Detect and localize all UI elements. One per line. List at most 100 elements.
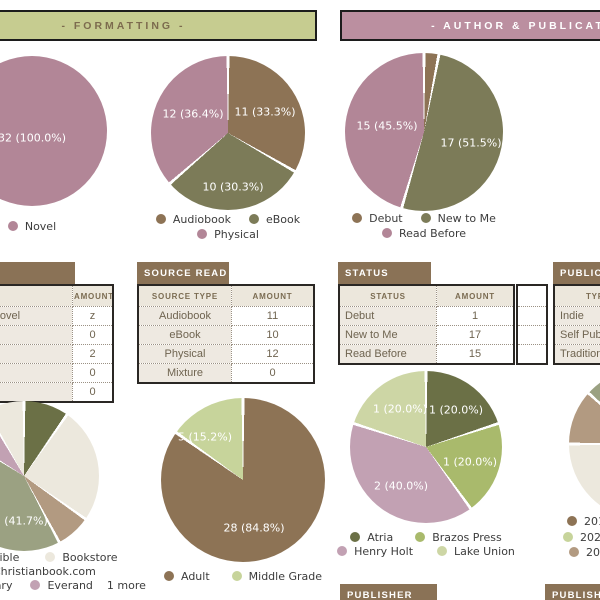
- cell-amount[interactable]: 10: [231, 325, 315, 345]
- legend-item: Atria: [350, 531, 393, 544]
- table-row: Traditional: [553, 344, 600, 365]
- legend-dot: [350, 532, 361, 542]
- cell-amount[interactable]: 0: [72, 325, 114, 345]
- legend-item: eBook: [248, 213, 300, 226]
- table-header-row: AMOUNT: [0, 284, 114, 307]
- pie-slice-label: 2 (40.0%): [373, 479, 429, 493]
- cell-label[interactable]: [0, 344, 73, 364]
- cell-label[interactable]: [0, 382, 73, 403]
- cell-label[interactable]: Mixture: [137, 363, 232, 384]
- cell-amount[interactable]: z: [72, 306, 114, 326]
- source-read-pie[interactable]: [151, 56, 305, 210]
- cell-label[interactable]: Traditional: [553, 344, 600, 365]
- legend-item: Adult: [163, 569, 210, 583]
- source-read-pie-legend: Physical: [151, 228, 305, 241]
- table-title-format[interactable]: [0, 262, 75, 284]
- table-row: [516, 325, 548, 345]
- audience-pie-legend: Adult Middle Grade: [161, 569, 325, 583]
- cell-label[interactable]: Novel: [0, 306, 73, 326]
- publisher-pie-legend: Henry Holt Lake Union: [337, 544, 515, 558]
- cell-amount[interactable]: 0: [72, 363, 114, 383]
- published-year-pie[interactable]: [569, 368, 600, 520]
- pie-slice-label: 11 (33.3%): [234, 105, 296, 119]
- legend-item: Lake Union: [437, 545, 515, 558]
- table-row: Debut 1: [338, 306, 515, 326]
- table-row: New to Me 17: [338, 325, 515, 345]
- legend-label: New to Me: [437, 211, 496, 225]
- cell-label[interactable]: Self Published: [553, 325, 600, 345]
- cell-empty[interactable]: [516, 325, 548, 345]
- legend-label: Novel: [24, 219, 57, 233]
- table-title-source-read[interactable]: SOURCE READ: [137, 262, 229, 284]
- table-title-publisher[interactable]: PUBLISHER: [340, 584, 437, 600]
- source-purchased-pie-legend: Christianbook.com: [0, 564, 96, 578]
- legend-label: Henry Holt: [354, 544, 414, 558]
- legend-dot: [420, 213, 431, 223]
- cell-label[interactable]: [0, 363, 73, 383]
- table-title-published-year[interactable]: PUBLISHED YEAR: [545, 584, 600, 600]
- legend-dot: [45, 552, 56, 562]
- legend-item: Audiobook: [155, 212, 231, 226]
- source-read-table: SOURCE TYPE AMOUNT Audiobook 11 eBook 10 P…: [137, 284, 315, 384]
- legend-label: Adult: [180, 569, 210, 583]
- legend-dot: [352, 213, 363, 223]
- cell-empty[interactable]: [516, 306, 548, 326]
- legend-item: Debut: [352, 212, 403, 225]
- table-title-status[interactable]: STATUS: [338, 262, 431, 284]
- legend-dot: [155, 214, 166, 224]
- source-purchased-pie[interactable]: [0, 401, 99, 551]
- cell-amount[interactable]: 12: [231, 344, 315, 364]
- cell-label[interactable]: Debut: [338, 306, 437, 326]
- column-header[interactable]: TYPE: [553, 284, 600, 307]
- cell-label[interactable]: Audiobook: [137, 306, 232, 326]
- column-header[interactable]: AMOUNT: [72, 284, 114, 307]
- legend-label: Bookstore: [62, 550, 118, 564]
- pie-slice-label: (41.7%): [4, 514, 48, 528]
- cell-label[interactable]: [0, 325, 73, 345]
- author-publication-banner: - AUTHOR & PUBLICATION -: [340, 10, 600, 41]
- table-title-publication[interactable]: PUBLICATION: [553, 262, 600, 284]
- cell-amount[interactable]: 2: [72, 344, 114, 364]
- cell-amount[interactable]: 15: [436, 344, 515, 365]
- source-purchased-pie-legend: Audible Bookstore: [0, 550, 118, 564]
- column-header[interactable]: SOURCE TYPE: [137, 284, 232, 307]
- status-table: STATUS AMOUNT Debut 1 New to Me 17 Read Be…: [338, 284, 515, 365]
- column-header[interactable]: [0, 284, 73, 307]
- column-header[interactable]: STATUS: [338, 284, 437, 307]
- cell-amount[interactable]: 0: [72, 382, 114, 403]
- cell-amount[interactable]: 1: [436, 306, 515, 326]
- legend-label: Christianbook.com: [0, 564, 96, 578]
- cell-label[interactable]: Indie: [553, 306, 600, 326]
- audience-pie[interactable]: [161, 398, 325, 562]
- source-purchased-pie-legend: Library Everand 1 more: [0, 578, 146, 592]
- status-extra-column: [516, 284, 548, 365]
- cell-amount[interactable]: 17: [436, 325, 515, 345]
- column-header[interactable]: AMOUNT: [436, 284, 515, 307]
- legend-label: 2023: [580, 530, 600, 544]
- cell-amount[interactable]: 0: [231, 363, 315, 384]
- formatting-banner: - FORMATTING -: [0, 10, 317, 41]
- cell-label[interactable]: Physical: [137, 344, 232, 364]
- status-pie[interactable]: [345, 53, 503, 211]
- legend-dot: [231, 571, 242, 581]
- cell-label[interactable]: eBook: [137, 325, 232, 345]
- table-row: Audiobook 11: [137, 306, 315, 326]
- publisher-pie[interactable]: [350, 371, 502, 523]
- column-header[interactable]: AMOUNT: [231, 284, 315, 307]
- legend-label: Lake Union: [454, 544, 515, 558]
- table-header-row: [516, 284, 548, 307]
- legend-dot: [437, 546, 448, 556]
- cell-label[interactable]: New to Me: [338, 325, 437, 345]
- legend-item: Physical: [197, 228, 259, 241]
- publisher-pie-legend: Atria Brazos Press: [350, 531, 502, 544]
- pie-slice-label: 1 (20.0%): [442, 455, 498, 469]
- cell-amount[interactable]: 11: [231, 306, 315, 326]
- table-row: Self Published: [553, 325, 600, 345]
- legend-label: Everand: [47, 578, 93, 592]
- cell-empty[interactable]: [516, 344, 548, 365]
- status-pie-legend: Debut New to Me: [345, 211, 503, 225]
- legend-item: 2024: [569, 546, 600, 559]
- legend-label: Audiobook: [172, 212, 231, 226]
- cell-label[interactable]: Read Before: [338, 344, 437, 365]
- published-year-pie-legend: 2024: [569, 546, 600, 559]
